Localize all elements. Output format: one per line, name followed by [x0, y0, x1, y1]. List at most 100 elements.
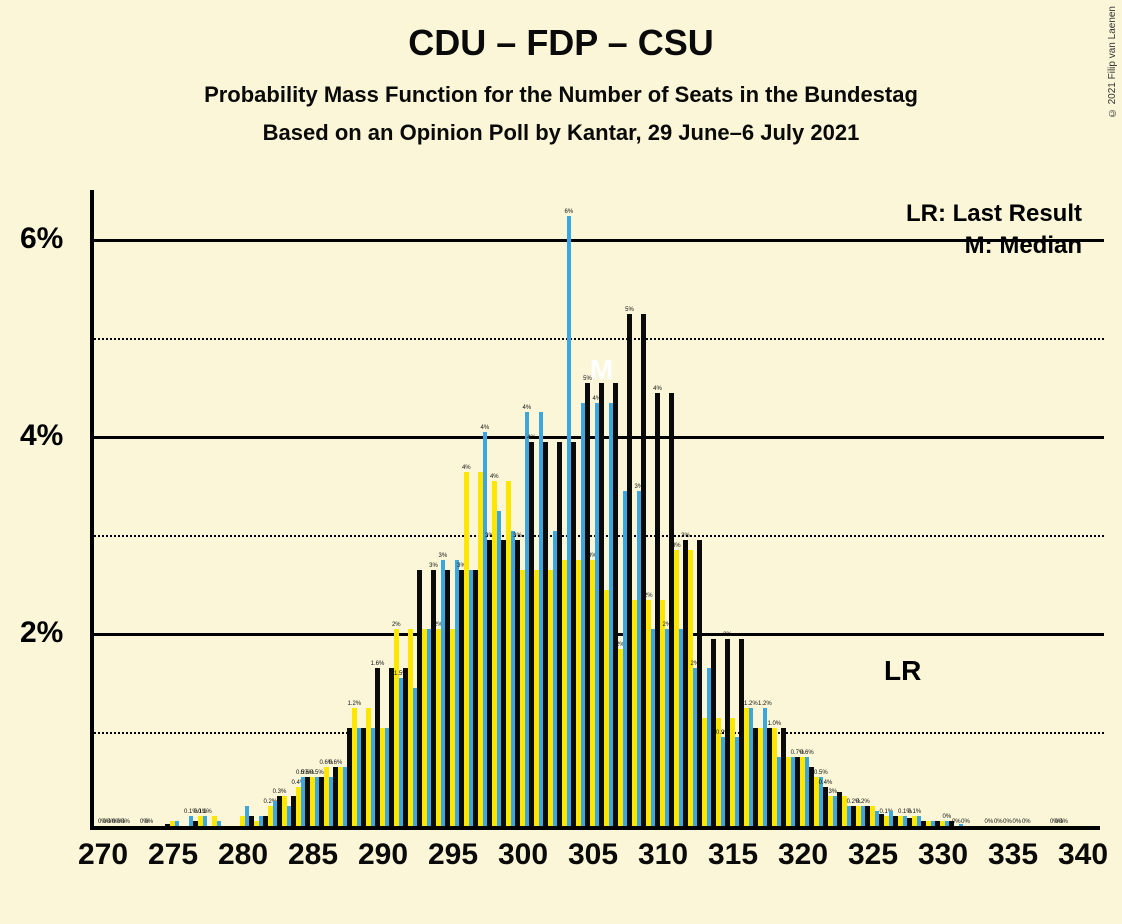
bar-group: 0.1% [184, 816, 198, 826]
bar-group: 0.2% [842, 796, 856, 826]
bar-value-label: 2% [644, 593, 653, 599]
bar-group: 0.2% [856, 806, 870, 826]
x-axis-label: 315 [708, 838, 758, 872]
bar-value-label: 0% [985, 819, 994, 825]
x-axis-label: 330 [918, 838, 968, 872]
bar-group: 1.2% [352, 708, 366, 826]
bar-group [702, 639, 716, 826]
bar-value-label: 0.1% [907, 809, 921, 815]
bar-value-label: 4% [481, 425, 490, 431]
x-axis-label: 305 [568, 838, 618, 872]
bar-group [548, 442, 562, 826]
chart-plot-area: 0%0%0%0%0%0%0%0%0.1%0.1%0.1%0.2%0.3%0.4%… [90, 190, 1100, 830]
marker-lr: LR [884, 655, 921, 687]
bar-value-label: 0% [121, 819, 130, 825]
chart-subtitle-1: Probability Mass Function for the Number… [0, 82, 1122, 108]
bar-value-label: 1.0% [767, 721, 781, 727]
bar-value-label: 0% [1022, 819, 1031, 825]
bar-group: 0.1% [898, 816, 912, 826]
bar-value-label: 5% [625, 307, 634, 313]
y-axis-label: 6% [20, 222, 82, 256]
bar-group: 2%3% [436, 560, 450, 826]
bar-value-label: 0.6% [800, 750, 814, 756]
bar-value-label: 3% [681, 533, 690, 539]
x-axis-label: 320 [778, 838, 828, 872]
bar-group: 3% [506, 481, 520, 826]
x-axis-label: 295 [428, 838, 478, 872]
x-axis-label: 290 [358, 838, 408, 872]
bar-value-label: 5% [583, 376, 592, 382]
bar-value-label: 0% [994, 819, 1003, 825]
bar-group [212, 816, 226, 826]
bar-group [926, 821, 940, 826]
bar-group: 0.6%0.6% [324, 767, 338, 826]
bar-value-label: 0% [1003, 819, 1012, 825]
bar-value-label: 1.2% [744, 701, 758, 707]
y-axis-label: 2% [20, 616, 82, 650]
bar-group: 0.3% [828, 792, 842, 826]
chart-subtitle-2: Based on an Opinion Poll by Kantar, 29 J… [0, 120, 1122, 146]
bar-group: 2% [660, 393, 674, 826]
bar-group [254, 816, 268, 826]
bar-group [282, 796, 296, 826]
bar-group: 5% [576, 383, 590, 826]
bar: 0.1% [203, 816, 208, 826]
bar-group [534, 412, 548, 826]
x-axis-label: 325 [848, 838, 898, 872]
bar-value-label: 0.5% [814, 770, 828, 776]
bar-value-label: 3% [672, 543, 681, 549]
bar-group [156, 824, 170, 826]
legend-lr: LR: Last Result [906, 200, 1082, 228]
bar-group: 4%3% [478, 432, 492, 826]
bar-group: 0.5%0.4% [814, 777, 828, 826]
chart-title: CDU – FDP – CSU [0, 0, 1122, 64]
x-axis-label: 310 [638, 838, 688, 872]
bar-value-label: 4% [653, 386, 662, 392]
bar-group: 0.1% [912, 816, 926, 826]
bar-value-label: 4% [462, 465, 471, 471]
bar-value-label: 0% [1059, 819, 1068, 825]
bar-value-label: 2% [723, 632, 732, 638]
bar-group: 1.0% [772, 728, 786, 826]
bar-value-label: 4% [523, 405, 532, 411]
bar-group: 0%0% [954, 824, 968, 826]
bar-group: 2%4% [646, 393, 660, 826]
bar-value-label: 0% [961, 819, 970, 825]
bar-group: 3% [422, 570, 436, 826]
x-axis-label: 285 [288, 838, 338, 872]
bar-value-label: 0.3% [273, 789, 287, 795]
plot-box: 0%0%0%0%0%0%0%0%0.1%0.1%0.1%0.2%0.3%0.4%… [90, 190, 1100, 830]
bar-group: 2% [688, 540, 702, 826]
bar-value-label: 0.2% [856, 799, 870, 805]
x-axis-label: 270 [78, 838, 128, 872]
bar-value-label: 0% [145, 819, 154, 825]
bar-group [604, 383, 618, 826]
bar-group: 1.6% [366, 668, 380, 826]
bar-group: 3% [632, 314, 646, 826]
bar-group: 0.2%0.3% [268, 796, 282, 826]
bar-value-label: 0% [943, 814, 952, 820]
bar-value-label: 3% [439, 553, 448, 559]
bar-group: 0.5% [310, 777, 324, 826]
bar-group: 3%4%M [590, 383, 604, 826]
bar-value-label: 0.5% [310, 770, 324, 776]
bar-group [730, 639, 744, 826]
bar-value-label: 4% [490, 474, 499, 480]
bar-group: 4% [464, 472, 478, 826]
bars-container: 0%0%0%0%0%0%0%0%0.1%0.1%0.1%0.2%0.3%0.4%… [94, 186, 1104, 826]
bar-value-label: 0.1% [198, 809, 212, 815]
bar-value-label: 1.6% [371, 661, 385, 667]
x-axis-label: 335 [988, 838, 1038, 872]
bar-value-label: 1.2% [758, 701, 772, 707]
bar-group [380, 668, 394, 826]
bar-group: 2%1.5% [394, 629, 408, 826]
marker-m: M [590, 354, 613, 386]
bar-value-label: 6% [565, 209, 574, 215]
copyright-text: © 2021 Filip van Laenen [1107, 6, 1118, 118]
legend-m: M: Median [965, 232, 1082, 260]
bar-group [338, 728, 352, 826]
x-axis-labels: 2702752802852902953003053103153203253303… [90, 838, 1100, 888]
bar [217, 821, 222, 826]
bar-group: 1.2% [744, 708, 758, 826]
x-axis-label: 340 [1058, 838, 1108, 872]
